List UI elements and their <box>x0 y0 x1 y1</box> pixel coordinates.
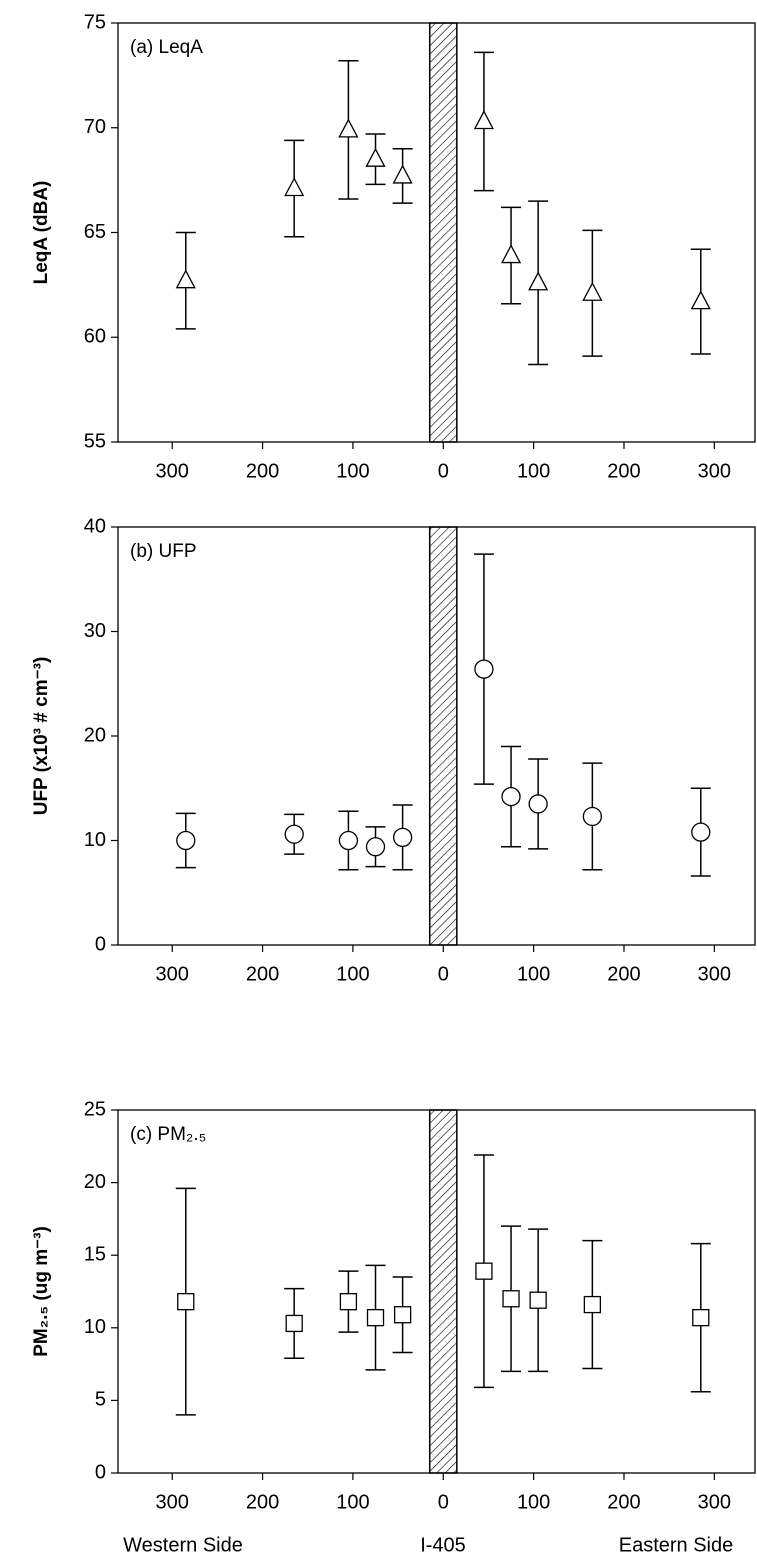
marker <box>583 1295 602 1314</box>
y-tick-label: 55 <box>84 430 106 452</box>
y-tick-label: 15 <box>84 1243 106 1265</box>
y-tick-label: 70 <box>84 116 106 138</box>
marker <box>392 164 413 184</box>
marker <box>475 1262 493 1280</box>
panel-label: (b) UFP <box>130 541 197 562</box>
x-tick-label: 0 <box>438 1491 449 1513</box>
marker <box>474 659 494 679</box>
highway-band <box>428 526 458 946</box>
marker <box>365 837 386 857</box>
x-tick-label: 300 <box>698 963 731 985</box>
x-tick-label: 100 <box>336 1491 369 1513</box>
y-tick-label: 60 <box>84 326 106 348</box>
x-tick-label: 300 <box>156 963 189 985</box>
marker <box>177 1293 195 1311</box>
y-tick-label: 75 <box>84 11 106 33</box>
marker <box>284 177 305 197</box>
marker <box>284 824 304 844</box>
x-tick-label: 100 <box>336 460 369 482</box>
x-tick-label: 300 <box>698 1491 731 1513</box>
y-tick-label: 20 <box>84 1171 106 1193</box>
marker <box>176 830 196 851</box>
marker <box>500 244 522 264</box>
x-tick-label: 200 <box>246 1491 279 1513</box>
marker <box>365 147 386 167</box>
marker <box>338 118 359 138</box>
marker <box>473 110 495 130</box>
highway-band <box>428 22 458 443</box>
x-tick-label: 0 <box>438 460 449 482</box>
x-tick-label: 200 <box>607 1491 640 1513</box>
y-tick-label: 5 <box>95 1389 106 1411</box>
y-axis-label: LeqA (dBA) <box>31 181 52 285</box>
y-tick-label: 0 <box>95 933 106 955</box>
x-annotation: Western Side <box>123 1534 243 1556</box>
x-tick-label: 200 <box>246 963 279 985</box>
marker <box>339 1293 358 1311</box>
x-tick-label: 100 <box>517 460 550 482</box>
y-tick-label: 10 <box>84 829 106 851</box>
marker <box>582 806 603 827</box>
marker <box>691 822 711 842</box>
highway-band <box>428 1109 458 1474</box>
marker <box>502 1290 520 1308</box>
marker <box>285 1314 303 1333</box>
y-axis-label: UFP (x10³ # cm⁻³) <box>31 657 52 816</box>
y-tick-label: 20 <box>84 724 106 746</box>
x-annotation: I-405 <box>420 1534 466 1556</box>
y-tick-label: 65 <box>84 221 106 243</box>
x-tick-label: 200 <box>607 963 640 985</box>
y-tick-label: 25 <box>84 1098 106 1120</box>
marker <box>501 786 521 807</box>
y-tick-label: 40 <box>84 515 106 537</box>
marker <box>582 281 603 301</box>
marker <box>528 271 549 291</box>
x-annotation: Eastern Side <box>619 1534 734 1556</box>
plot-frame <box>117 1109 756 1474</box>
x-tick-label: 300 <box>156 1491 189 1513</box>
x-tick-label: 0 <box>438 963 449 985</box>
y-tick-label: 10 <box>84 1316 106 1338</box>
marker <box>366 1308 385 1327</box>
marker <box>529 1291 547 1309</box>
panel-label: (c) PM₂.₅ <box>130 1124 206 1145</box>
marker <box>175 269 196 289</box>
marker <box>690 290 711 310</box>
marker <box>528 794 548 814</box>
x-tick-label: 100 <box>336 963 369 985</box>
marker <box>392 827 413 848</box>
x-tick-label: 200 <box>607 460 640 482</box>
marker <box>338 830 359 851</box>
x-tick-label: 300 <box>156 460 189 482</box>
y-tick-label: 30 <box>84 620 106 642</box>
x-tick-label: 100 <box>517 1491 550 1513</box>
panel-label: (a) LeqA <box>130 37 203 58</box>
x-tick-label: 100 <box>517 963 550 985</box>
marker <box>393 1306 412 1324</box>
y-axis-label: PM₂.₅ (ug m⁻³) <box>31 1226 52 1357</box>
x-tick-label: 300 <box>698 460 731 482</box>
marker <box>692 1308 710 1327</box>
y-tick-label: 0 <box>95 1461 106 1483</box>
x-tick-label: 200 <box>246 460 279 482</box>
